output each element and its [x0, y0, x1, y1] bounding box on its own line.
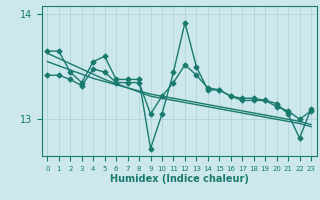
X-axis label: Humidex (Indice chaleur): Humidex (Indice chaleur) — [110, 174, 249, 184]
